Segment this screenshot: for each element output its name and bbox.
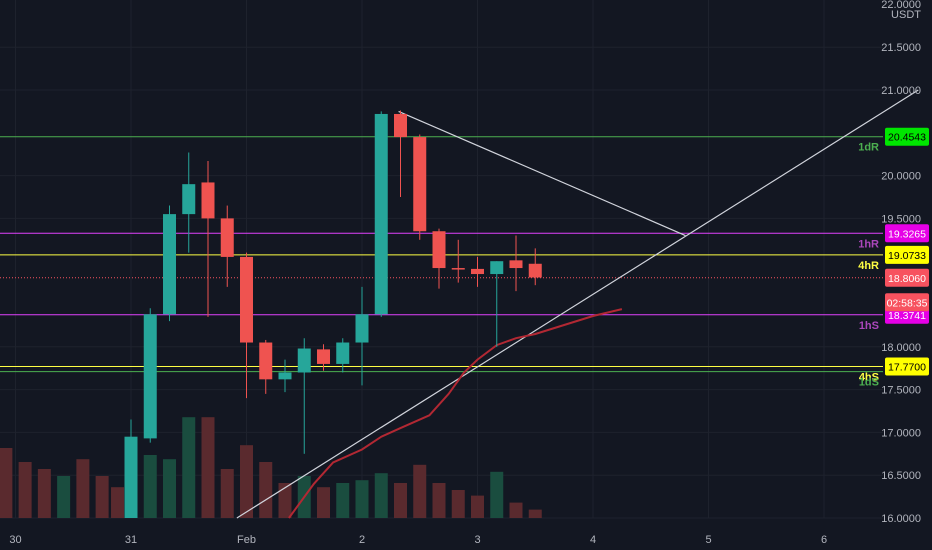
candle-body[interactable]: [278, 372, 292, 380]
candle-body[interactable]: [490, 261, 504, 275]
time-tick-label: 6: [821, 534, 827, 546]
volume-bar: [490, 471, 504, 518]
price-badge-label: 19.3265: [888, 228, 926, 240]
time-tick-label: 3: [474, 534, 480, 546]
volume-bar: [278, 483, 292, 518]
level-label: 4hR: [858, 260, 879, 272]
countdown-badge: [885, 293, 929, 312]
level-label: 1hS: [859, 320, 879, 332]
volume-bar: [413, 464, 427, 518]
volume-bar: [76, 459, 90, 518]
time-tick-label: 30: [9, 534, 21, 546]
volume-bar: [37, 469, 51, 518]
volume-bar: [471, 495, 484, 518]
volume-bar: [95, 476, 109, 518]
candle-body[interactable]: [163, 214, 176, 315]
price-badges: 20.4543 19.3265 19.0733 18.8060 18.3741 17.77…: [885, 127, 929, 376]
candle-body[interactable]: [432, 231, 446, 269]
candle-body[interactable]: [297, 348, 311, 373]
volume-bar: [374, 473, 388, 518]
level-label: 1hR: [858, 238, 879, 250]
countdown-label: 02:58:35: [887, 297, 928, 309]
candle-body[interactable]: [471, 268, 484, 275]
price-tick-label: 17.5000: [881, 385, 921, 397]
level-label: 4hS: [859, 371, 879, 383]
price-tick-label: 17.0000: [881, 427, 921, 439]
volume-bar: [182, 417, 196, 518]
price-badge-label: 18.3741: [888, 310, 926, 322]
volume-bar: [317, 487, 330, 518]
candle-body[interactable]: [413, 137, 427, 232]
candle-body[interactable]: [336, 342, 350, 364]
price-tick-label: 20.0000: [881, 171, 921, 183]
price-badge: [885, 357, 929, 376]
volume-bar: [355, 480, 369, 518]
volume-bar: [111, 487, 125, 518]
volume-bar: [336, 483, 350, 518]
candle-body[interactable]: [220, 218, 234, 257]
time-tick-label: 4: [590, 534, 596, 546]
candle-body[interactable]: [528, 263, 542, 278]
moving-average: [288, 308, 623, 519]
candle-body[interactable]: [374, 113, 388, 315]
trend-lines[interactable]: [236, 89, 919, 519]
volume-bar: [394, 483, 407, 518]
volume-bar: [220, 469, 234, 518]
candle-body[interactable]: [143, 314, 157, 439]
candle-body[interactable]: [124, 436, 138, 518]
candle-body[interactable]: [317, 349, 330, 364]
volume-bar: [18, 462, 32, 518]
volume-bar: [451, 490, 465, 518]
candle-body[interactable]: [201, 182, 215, 219]
candlesticks[interactable]: [124, 110, 542, 518]
volume-bar: [509, 502, 523, 518]
time-tick-label: Feb: [237, 534, 256, 546]
volume-bar: [240, 445, 253, 518]
price-badge-label: 20.4543: [888, 132, 926, 144]
price-badge: [885, 127, 929, 146]
price-tick-label: 19.5000: [881, 213, 921, 225]
volume-bar: [259, 462, 273, 518]
volume-bar: [528, 509, 542, 518]
moving-average-line: [288, 308, 623, 519]
price-tick-label: 16.0000: [881, 513, 921, 525]
price-tick-label: 18.0000: [881, 342, 921, 354]
price-tick-label: 16.5000: [881, 470, 921, 482]
time-axis[interactable]: 30 31 Feb 2 3 4 5 6: [9, 534, 827, 546]
trend-line[interactable]: [236, 89, 919, 519]
level-label: 1dS: [859, 377, 879, 389]
time-tick-label: 31: [125, 534, 137, 546]
candle-body[interactable]: [240, 256, 253, 343]
candle-body[interactable]: [259, 342, 273, 380]
candle-body[interactable]: [182, 184, 196, 215]
candle-body[interactable]: [451, 268, 465, 270]
price-badge-label: 19.0733: [888, 250, 926, 262]
volume-bar: [201, 417, 215, 518]
price-tick-label: 21.0000: [881, 85, 921, 97]
price-tick-label: 21.5000: [881, 42, 921, 54]
price-badge: [885, 224, 929, 243]
volume-bar: [163, 459, 176, 518]
price-axis-currency: USDT: [891, 9, 921, 21]
time-tick-label: 5: [705, 534, 711, 546]
candle-body[interactable]: [509, 260, 523, 269]
volume-bar: [0, 448, 13, 518]
volume-bar: [432, 483, 446, 518]
price-axis-top-label: 22.0000: [881, 0, 921, 11]
volume-bar: [57, 476, 71, 518]
price-badge: [885, 245, 929, 264]
level-label: 1dR: [858, 142, 879, 154]
trend-line[interactable]: [398, 110, 686, 237]
volume-bar: [143, 455, 157, 518]
candle-body[interactable]: [355, 314, 369, 343]
price-badge-label: 18.8060: [888, 273, 926, 285]
price-axis[interactable]: 22.0000 USDT 16.0000 16.5000 17.0000 17.500…: [881, 0, 921, 525]
price-badge-label: 17.7700: [888, 361, 926, 373]
price-badge: [885, 268, 929, 287]
candle-body[interactable]: [394, 113, 407, 138]
time-tick-label: 2: [359, 534, 365, 546]
